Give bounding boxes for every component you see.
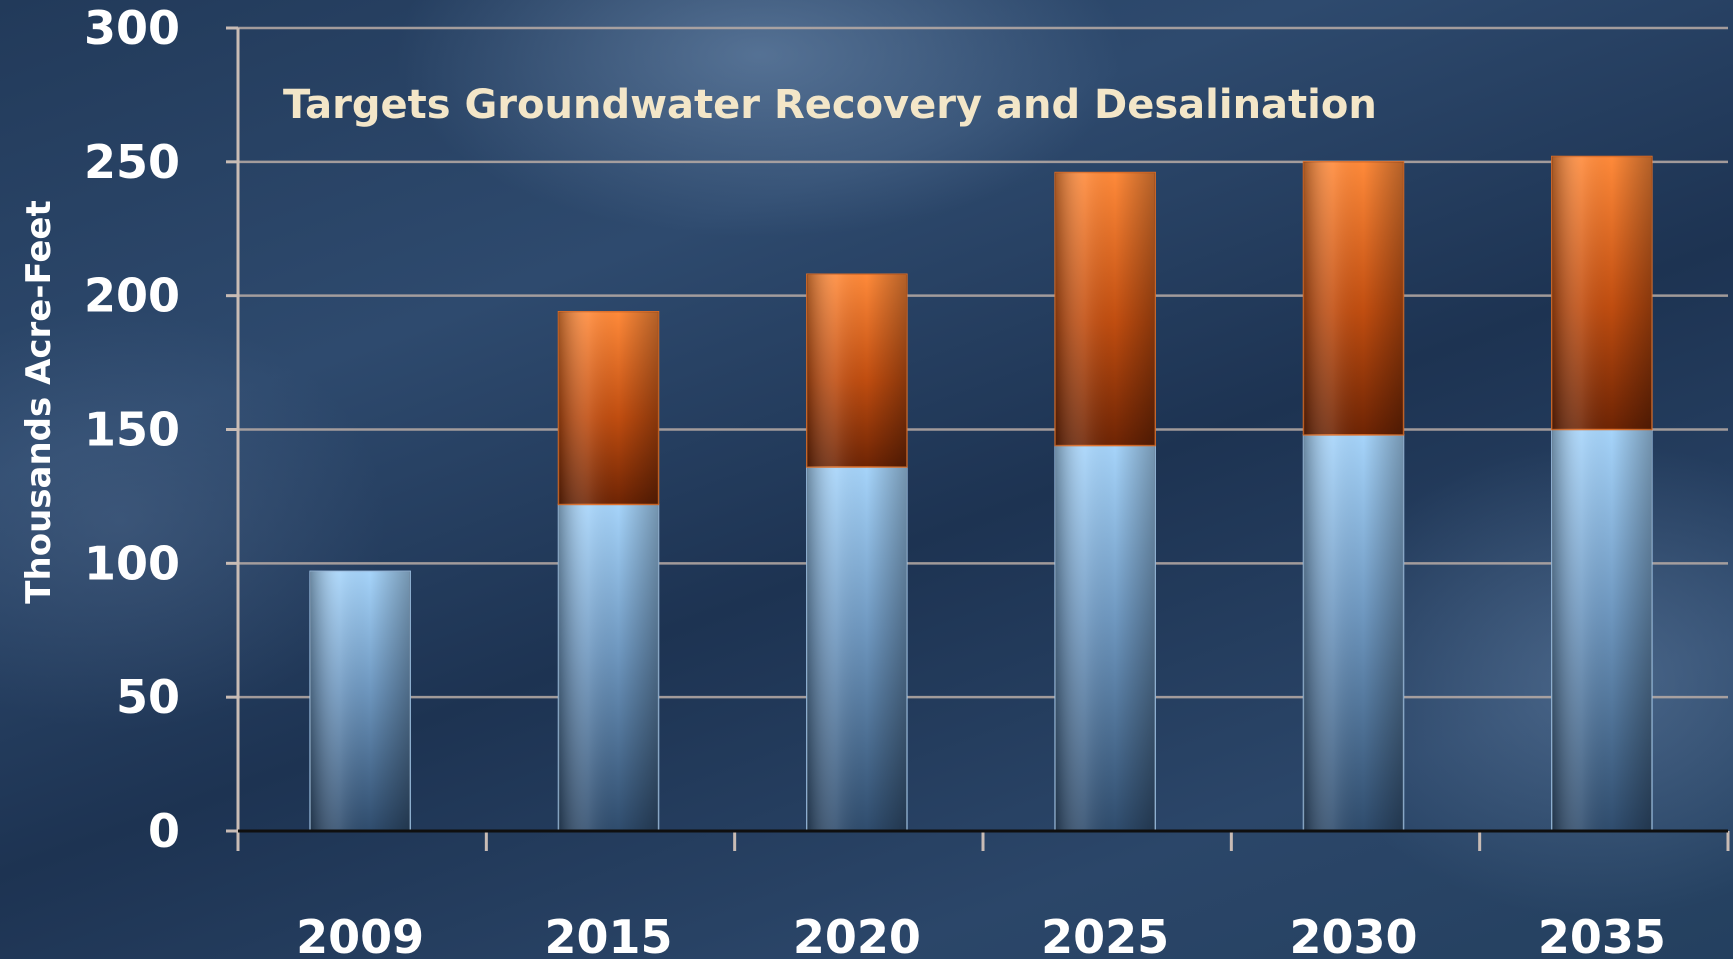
x-tick-label: 2030 <box>1289 910 1417 959</box>
x-tick-label: 2015 <box>544 910 672 959</box>
bar-segment-shading <box>558 504 659 831</box>
y-tick-label: 250 <box>84 135 180 189</box>
y-tick-label: 0 <box>148 804 180 858</box>
bar-segment-shading <box>1551 156 1652 430</box>
chart-title: Targets Groundwater Recovery and Desalin… <box>283 82 1377 128</box>
bar-segment-shading <box>1303 161 1404 435</box>
x-tick-label: 2035 <box>1538 910 1666 959</box>
y-tick-label: 100 <box>84 536 180 590</box>
x-tick-label: 2020 <box>793 910 921 959</box>
bar-segment-shading <box>1055 445 1156 831</box>
y-tick-label: 300 <box>84 1 180 55</box>
bar-segment-shading <box>806 466 907 831</box>
bar-segment-shading <box>558 311 659 505</box>
y-tick-label: 50 <box>116 670 180 724</box>
y-tick-label: 150 <box>84 403 180 457</box>
bar-segment-shading <box>1055 172 1156 446</box>
x-tick-label: 2025 <box>1041 910 1169 959</box>
x-tick-label: 2009 <box>296 910 424 959</box>
bar-segment-shading <box>806 274 907 467</box>
bar-segment-shading <box>1551 429 1652 831</box>
y-tick-label: 200 <box>84 269 180 323</box>
bar-segment-shading <box>310 571 411 831</box>
bar-segment-shading <box>1303 434 1404 831</box>
y-axis-title: Thousands Acre-Feet <box>19 200 59 603</box>
